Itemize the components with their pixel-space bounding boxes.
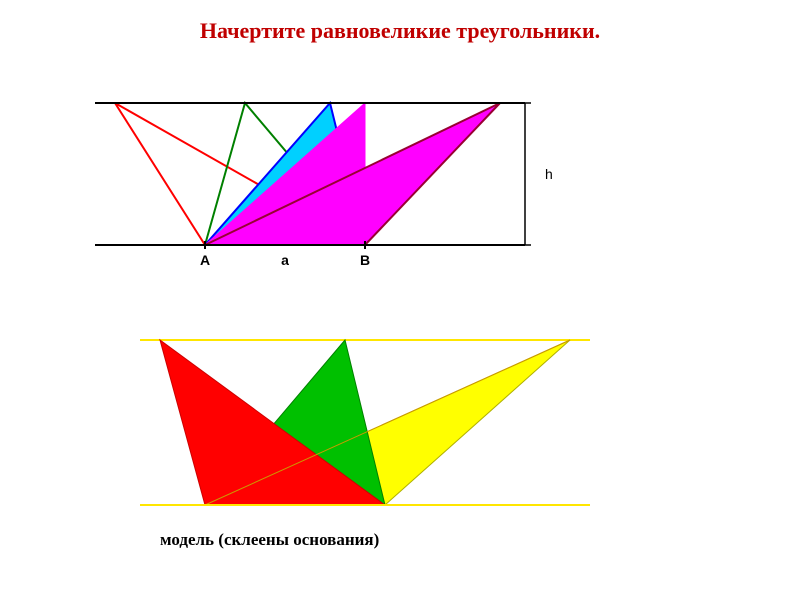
figure-2 — [130, 325, 600, 530]
label-A: A — [200, 252, 210, 268]
figure-2-caption: модель (склеены основания) — [160, 530, 379, 550]
label-a: a — [281, 252, 289, 268]
label-B: B — [360, 252, 370, 268]
figure-1: A Ba h — [55, 85, 575, 290]
page-title: Начертите равновеликие треугольники. — [0, 18, 800, 44]
figure-1-svg: A Ba h — [55, 85, 575, 285]
figure-2-svg — [130, 325, 600, 525]
label-h: h — [545, 166, 553, 182]
